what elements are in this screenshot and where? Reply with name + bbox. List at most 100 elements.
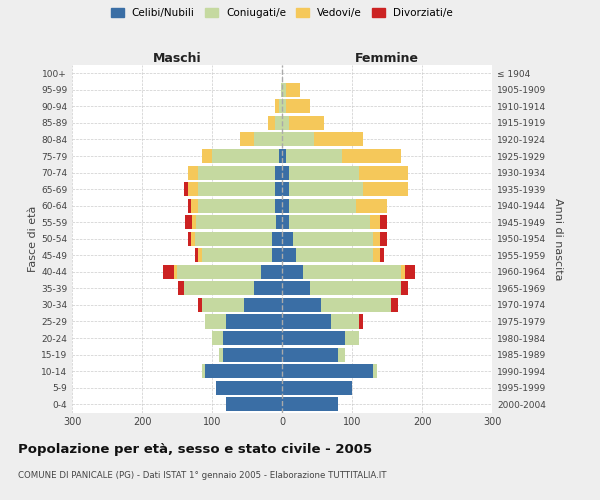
Legend: Celibi/Nubili, Coniugati/e, Vedovi/e, Divorziati/e: Celibi/Nubili, Coniugati/e, Vedovi/e, Di… bbox=[111, 8, 453, 18]
Bar bbox=[271, 248, 282, 262]
Bar bbox=[268, 116, 275, 130]
Bar bbox=[205, 314, 226, 328]
Bar bbox=[173, 265, 177, 279]
Bar bbox=[185, 215, 193, 229]
Bar bbox=[196, 215, 277, 229]
Bar bbox=[373, 232, 380, 246]
Bar bbox=[286, 149, 341, 163]
Bar bbox=[286, 100, 310, 114]
Bar bbox=[289, 215, 370, 229]
Bar bbox=[187, 198, 191, 212]
Bar bbox=[282, 298, 320, 312]
Bar bbox=[286, 83, 299, 97]
Bar bbox=[320, 298, 391, 312]
Bar bbox=[240, 132, 254, 146]
Bar bbox=[194, 248, 198, 262]
Bar bbox=[341, 149, 401, 163]
Bar bbox=[275, 166, 282, 179]
Bar bbox=[254, 282, 282, 296]
Bar bbox=[331, 314, 359, 328]
Bar bbox=[202, 248, 271, 262]
Bar bbox=[198, 182, 275, 196]
Bar bbox=[198, 248, 202, 262]
Text: Popolazione per età, sesso e stato civile - 2005: Popolazione per età, sesso e stato civil… bbox=[18, 442, 372, 456]
Bar bbox=[345, 331, 359, 345]
Bar bbox=[282, 198, 289, 212]
Bar bbox=[194, 232, 271, 246]
Bar bbox=[401, 282, 408, 296]
Bar bbox=[370, 215, 380, 229]
Bar bbox=[282, 215, 289, 229]
Bar bbox=[202, 298, 244, 312]
Bar bbox=[178, 282, 184, 296]
Bar bbox=[401, 265, 404, 279]
Bar bbox=[404, 265, 415, 279]
Bar bbox=[391, 298, 398, 312]
Bar bbox=[191, 198, 198, 212]
Bar bbox=[198, 166, 275, 179]
Bar bbox=[198, 298, 202, 312]
Bar bbox=[282, 166, 289, 179]
Bar bbox=[362, 182, 408, 196]
Bar bbox=[282, 364, 373, 378]
Bar bbox=[226, 397, 282, 411]
Bar bbox=[275, 182, 282, 196]
Bar bbox=[282, 380, 352, 394]
Bar bbox=[289, 182, 362, 196]
Bar bbox=[184, 282, 254, 296]
Bar bbox=[202, 149, 212, 163]
Bar bbox=[261, 265, 282, 279]
Bar bbox=[289, 116, 324, 130]
Bar bbox=[275, 116, 282, 130]
Bar bbox=[282, 83, 286, 97]
Bar bbox=[202, 364, 205, 378]
Bar bbox=[163, 265, 173, 279]
Bar bbox=[303, 265, 401, 279]
Bar bbox=[212, 149, 278, 163]
Bar bbox=[293, 232, 373, 246]
Bar bbox=[187, 182, 198, 196]
Y-axis label: Fasce di età: Fasce di età bbox=[28, 206, 38, 272]
Bar bbox=[282, 248, 296, 262]
Bar bbox=[282, 282, 310, 296]
Bar bbox=[282, 348, 338, 362]
Bar bbox=[275, 100, 278, 114]
Bar bbox=[187, 166, 198, 179]
Bar bbox=[212, 331, 223, 345]
Bar bbox=[254, 132, 282, 146]
Bar bbox=[271, 232, 282, 246]
Bar bbox=[380, 215, 387, 229]
Bar bbox=[282, 100, 286, 114]
Bar bbox=[215, 380, 282, 394]
Bar bbox=[380, 232, 387, 246]
Bar bbox=[373, 364, 377, 378]
Text: Maschi: Maschi bbox=[152, 52, 202, 65]
Text: COMUNE DI PANICALE (PG) - Dati ISTAT 1° gennaio 2005 - Elaborazione TUTTITALIA.I: COMUNE DI PANICALE (PG) - Dati ISTAT 1° … bbox=[18, 471, 386, 480]
Bar bbox=[282, 314, 331, 328]
Bar bbox=[219, 348, 223, 362]
Bar bbox=[380, 248, 383, 262]
Bar bbox=[282, 182, 289, 196]
Bar bbox=[191, 232, 194, 246]
Bar bbox=[282, 232, 293, 246]
Bar bbox=[289, 198, 355, 212]
Bar bbox=[226, 314, 282, 328]
Bar bbox=[223, 331, 282, 345]
Bar bbox=[187, 232, 191, 246]
Bar bbox=[184, 182, 187, 196]
Bar bbox=[275, 198, 282, 212]
Bar bbox=[296, 248, 373, 262]
Bar bbox=[355, 198, 387, 212]
Bar bbox=[373, 248, 380, 262]
Bar bbox=[223, 348, 282, 362]
Bar bbox=[278, 149, 282, 163]
Bar bbox=[282, 116, 289, 130]
Text: Femmine: Femmine bbox=[355, 52, 419, 65]
Bar bbox=[314, 132, 362, 146]
Y-axis label: Anni di nascita: Anni di nascita bbox=[553, 198, 563, 280]
Bar bbox=[282, 331, 345, 345]
Bar bbox=[244, 298, 282, 312]
Bar bbox=[198, 198, 275, 212]
Bar bbox=[282, 397, 338, 411]
Bar bbox=[359, 166, 408, 179]
